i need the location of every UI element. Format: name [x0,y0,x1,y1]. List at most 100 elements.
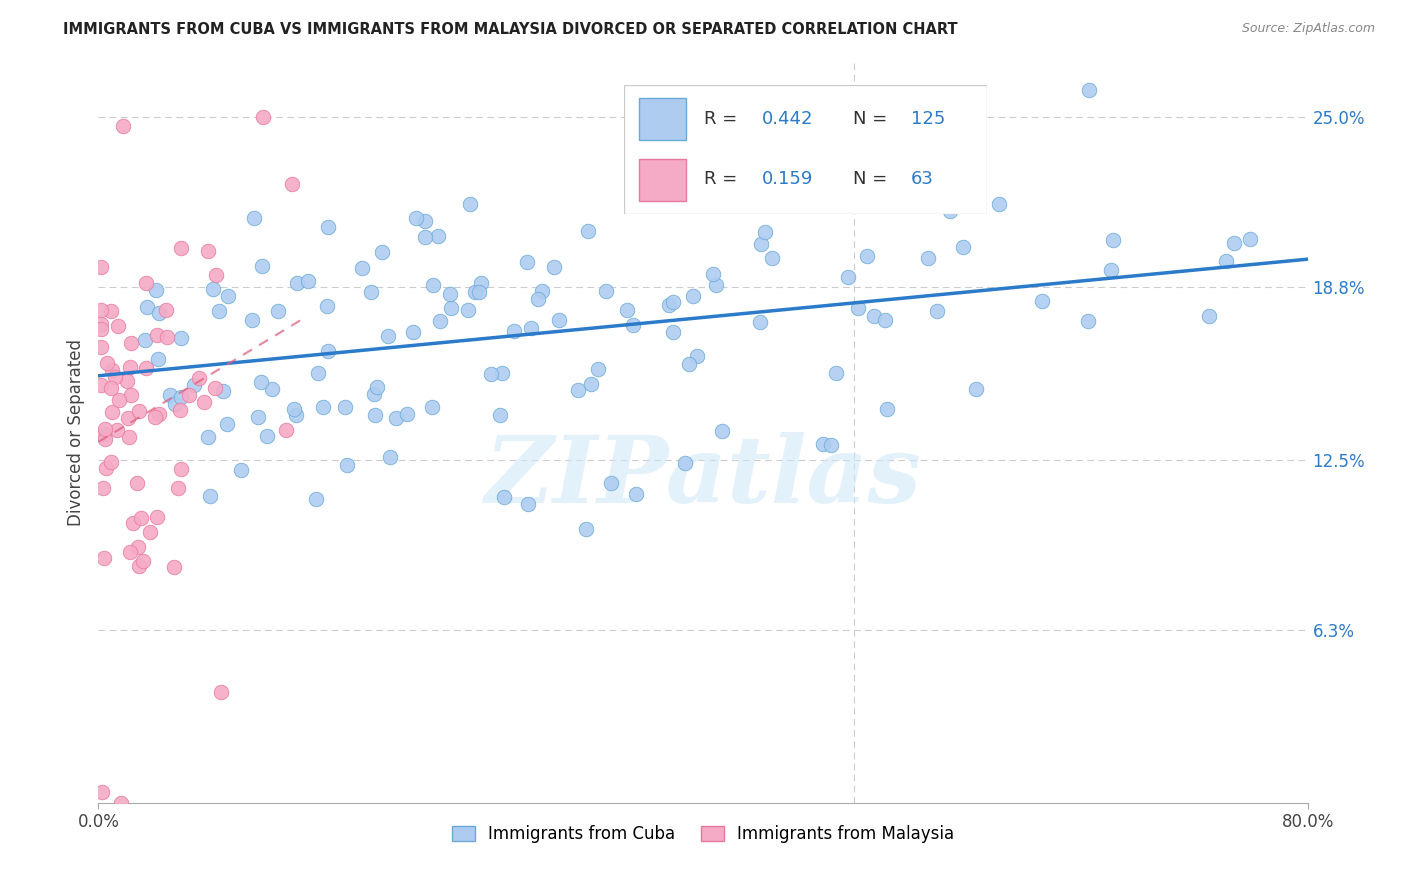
Point [470,277,492,291]
Point [146,351,169,366]
Point [163,560,186,574]
Point [366,380,388,394]
Point [266,304,288,318]
Point [458,196,481,211]
Point [90,377,112,392]
Point [377,329,399,343]
Text: IMMIGRANTS FROM CUBA VS IMMIGRANTS FROM MALAYSIA DIVORCED OR SEPARATED CORRELATI: IMMIGRANTS FROM CUBA VS IMMIGRANTS FROM … [63,22,957,37]
Point [467,285,489,299]
Point [135,276,157,290]
Point [678,357,700,371]
Point [229,463,252,477]
Point [250,259,273,273]
Point [120,359,142,374]
Point [1223,236,1246,251]
Point [855,250,877,264]
Point [464,285,486,299]
Point [748,315,770,329]
Point [429,314,451,328]
Point [91,481,114,495]
Point [170,462,193,476]
Point [516,255,538,269]
Point [170,242,193,256]
Point [1099,263,1122,277]
Point [696,194,718,209]
Point [316,220,339,235]
Point [1077,83,1099,97]
Point [749,236,772,251]
Point [581,377,603,392]
Point [217,288,239,302]
Point [837,270,859,285]
Point [531,284,554,298]
Point [90,260,112,275]
Point [439,287,461,301]
Point [316,299,339,313]
Point [211,384,233,398]
Point [457,302,479,317]
Point [177,387,200,401]
Point [93,433,115,447]
Point [938,203,960,218]
Point [284,408,307,422]
Point [952,239,974,253]
Point [662,294,685,309]
Point [127,540,149,554]
Point [599,476,621,491]
Point [135,361,157,376]
Point [170,390,193,404]
Point [249,375,271,389]
Point [965,382,987,396]
Point [94,422,117,436]
Point [169,402,191,417]
Text: ZIPatlas: ZIPatlas [485,432,921,522]
Point [988,197,1011,211]
Point [371,244,394,259]
Point [108,392,131,407]
Point [846,301,869,315]
Point [90,340,112,354]
Point [420,400,443,414]
Point [519,321,541,335]
Point [188,371,211,385]
Point [543,260,565,274]
Point [876,402,898,417]
Point [1215,254,1237,268]
Point [166,481,188,495]
Point [90,785,112,799]
Point [440,301,463,315]
Point [148,408,170,422]
Point [115,374,138,388]
Point [90,303,112,318]
Point [363,387,385,401]
Point [96,356,118,370]
Point [281,178,304,192]
Point [155,303,177,318]
Point [820,438,842,452]
Point [661,325,683,339]
Point [107,423,129,437]
Point [1239,232,1261,246]
Point [917,251,939,265]
Point [143,409,166,424]
Point [658,298,681,312]
Point [1077,314,1099,328]
Point [148,306,170,320]
Point [567,384,589,398]
Point [307,366,329,380]
Point [193,394,215,409]
Point [588,362,610,376]
Point [159,388,181,402]
Legend: Immigrants from Cuba, Immigrants from Malaysia: Immigrants from Cuba, Immigrants from Ma… [446,819,960,850]
Point [925,303,948,318]
Point [336,458,359,473]
Point [90,318,112,332]
Point [93,427,115,442]
Point [415,213,437,227]
Point [201,282,224,296]
Point [165,397,187,411]
Point [96,460,118,475]
Point [217,417,239,431]
Point [426,229,449,244]
Point [575,522,598,536]
